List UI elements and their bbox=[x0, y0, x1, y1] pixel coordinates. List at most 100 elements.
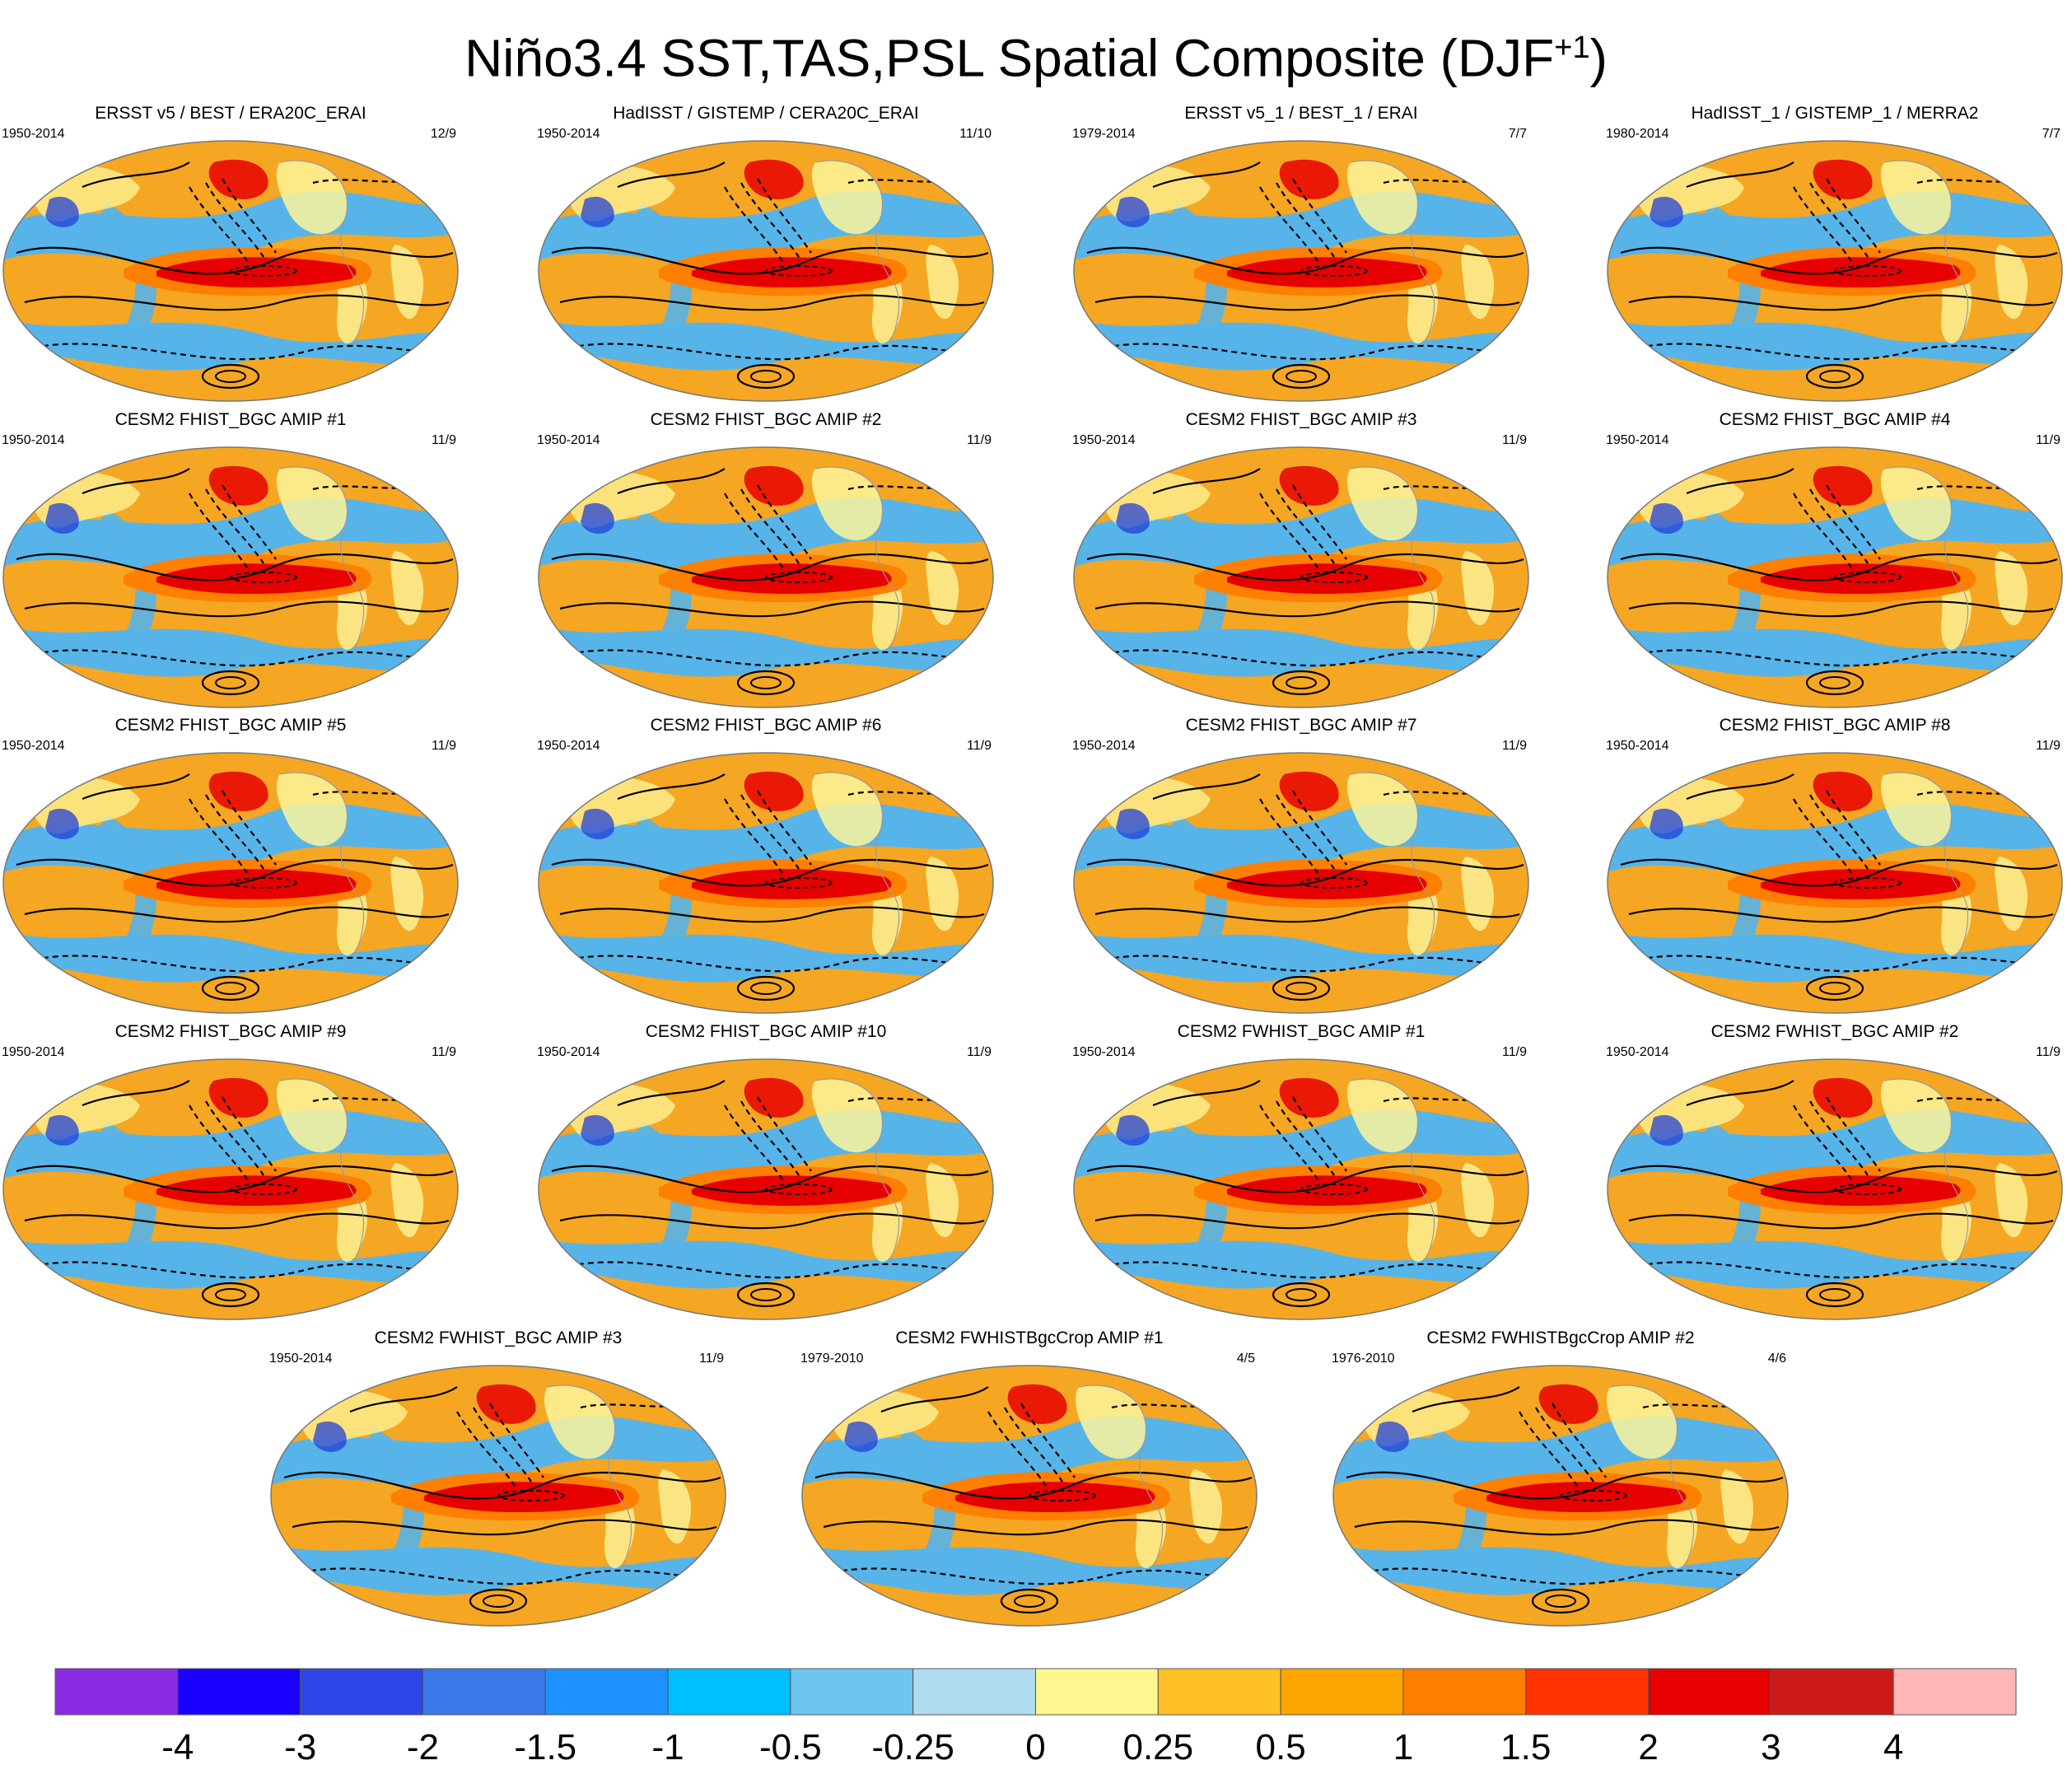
psl-contour-south-high-inner bbox=[750, 1288, 782, 1301]
psl-contour bbox=[1152, 161, 1261, 189]
panel-years: 1950-2014 bbox=[2, 1045, 65, 1059]
deep-cool-patch bbox=[1650, 1114, 1683, 1146]
coastline bbox=[547, 1384, 632, 1569]
enso-tongue-core bbox=[1227, 563, 1427, 595]
psl-contour-south-high bbox=[201, 1282, 260, 1308]
coastline bbox=[1078, 1384, 1164, 1569]
enso-tongue-core bbox=[424, 1482, 624, 1513]
cool-band-south bbox=[539, 319, 993, 371]
composite-map bbox=[1607, 140, 2063, 402]
cool-band-south bbox=[1074, 625, 1528, 677]
psl-contour bbox=[617, 161, 726, 189]
coastline bbox=[1883, 160, 1969, 344]
psl-contour bbox=[1686, 468, 1794, 495]
psl-contour-equator bbox=[230, 265, 297, 277]
land-africa bbox=[1461, 857, 1495, 932]
psl-contour-south-high bbox=[1805, 975, 1864, 1002]
panel-title: CESM2 FHIST_BGC AMIP #7 bbox=[1185, 716, 1417, 735]
psl-contour bbox=[1636, 955, 2050, 973]
psl-contour bbox=[283, 1471, 721, 1500]
psl-contour bbox=[1103, 955, 1516, 973]
panel-years: 1979-2014 bbox=[1072, 127, 1136, 141]
psl-contour bbox=[1259, 493, 1318, 568]
panel-title: HadISST_1 / GISTEMP_1 / MERRA2 bbox=[1691, 104, 1979, 123]
psl-contour bbox=[1809, 182, 1869, 258]
psl-contour bbox=[1346, 1471, 1784, 1500]
psl-contour bbox=[16, 553, 454, 581]
colorbar-label: -2 bbox=[407, 1727, 439, 1765]
coastline bbox=[1350, 772, 1435, 956]
psl-contour bbox=[1628, 600, 2054, 618]
enso-tongue-core bbox=[692, 257, 892, 288]
psl-contour bbox=[1636, 1261, 2050, 1279]
psl-contour bbox=[1259, 186, 1318, 262]
psl-contour bbox=[740, 794, 800, 870]
psl-contour-south-high bbox=[469, 1588, 528, 1614]
land-north-america bbox=[1606, 1385, 1678, 1459]
land-africa bbox=[1461, 1163, 1495, 1238]
psl-contour-south-high-inner bbox=[215, 982, 246, 995]
psl-contour bbox=[1636, 649, 2050, 667]
enso-tongue-core bbox=[1227, 257, 1427, 288]
land-africa bbox=[1461, 245, 1495, 320]
panel-title: CESM2 FHIST_BGC AMIP #8 bbox=[1719, 716, 1951, 735]
psl-contour bbox=[551, 858, 989, 887]
psl-contour-equator bbox=[1300, 877, 1368, 889]
psl-contour bbox=[724, 186, 783, 262]
map-outline bbox=[1607, 140, 2063, 402]
panel-count: 11/9 bbox=[967, 739, 992, 753]
panel-title: CESM2 FHIST_BGC AMIP #10 bbox=[645, 1022, 887, 1041]
panel-count: 11/10 bbox=[959, 127, 992, 141]
psl-contour-equator bbox=[1300, 265, 1368, 277]
panel-years: 1979-2010 bbox=[800, 1352, 864, 1366]
composite-map bbox=[2, 140, 459, 402]
panel-title: CESM2 FHIST_BGC AMIP #5 bbox=[114, 716, 347, 735]
psl-contour bbox=[1628, 294, 2054, 311]
psl-contour bbox=[1094, 294, 1520, 311]
panel-title: CESM2 FHIST_BGC AMIP #4 bbox=[1719, 410, 1951, 429]
north-warm-spot bbox=[1279, 771, 1339, 811]
psl-contour-south-high-inner bbox=[1286, 370, 1317, 383]
psl-contour bbox=[222, 484, 277, 560]
land-north-america bbox=[1880, 773, 1952, 847]
colorbar-label: 2 bbox=[1638, 1727, 1658, 1765]
psl-contour bbox=[567, 343, 981, 361]
map-outline bbox=[538, 1058, 994, 1320]
composite-map bbox=[2, 446, 459, 708]
psl-contour-south-high-inner bbox=[215, 370, 246, 383]
psl-contour-equator bbox=[1834, 265, 1902, 277]
psl-contour bbox=[559, 906, 985, 923]
psl-contour bbox=[1620, 246, 2058, 275]
psl-contour-south-high-inner bbox=[215, 676, 246, 689]
colorbar-label: -4 bbox=[161, 1727, 194, 1765]
cool-band-south bbox=[1608, 931, 2062, 983]
panel-count: 11/9 bbox=[699, 1352, 724, 1366]
cool-horseshoe-west bbox=[634, 815, 692, 960]
map-panel: CESM2 FWHISTBgcCrop AMIP #2 1976-2010 4/6 bbox=[1330, 1328, 1791, 1632]
figure-title: Niño3.4 SST,TAS,PSL Spatial Composite (D… bbox=[464, 28, 1608, 88]
map-outline bbox=[1073, 752, 1529, 1014]
cool-band-south bbox=[1074, 1237, 1528, 1289]
psl-contour bbox=[1086, 1165, 1524, 1193]
deep-cool-patch bbox=[45, 502, 79, 535]
psl-contour-equator bbox=[765, 265, 833, 277]
map-panel: HadISST / GISTEMP / CERA20C_ERAI 1950-201… bbox=[535, 103, 996, 408]
land-africa bbox=[390, 245, 424, 320]
psl-contour bbox=[1004, 1407, 1063, 1483]
colorbar-label: 0 bbox=[1025, 1727, 1045, 1765]
psl-contour-south-high bbox=[736, 1282, 796, 1308]
psl-contour bbox=[24, 294, 450, 311]
map-panel: CESM2 FWHIST_BGC AMIP #1 1950-2014 11/9 bbox=[1071, 1021, 1532, 1326]
psl-contour bbox=[757, 790, 812, 866]
panel-count: 11/9 bbox=[2036, 739, 2060, 753]
psl-contour-south-high-inner bbox=[483, 1595, 514, 1608]
land-north-america bbox=[1346, 161, 1418, 235]
cool-horseshoe-west bbox=[1169, 510, 1227, 654]
psl-contour-south-high bbox=[1805, 363, 1864, 390]
north-warm-spot bbox=[208, 1077, 268, 1118]
land-north-america bbox=[1880, 467, 1952, 541]
cool-horseshoe-west bbox=[99, 815, 156, 960]
psl-contour bbox=[24, 1212, 450, 1230]
enso-tongue-core bbox=[1486, 1482, 1687, 1513]
psl-contour bbox=[1259, 1104, 1318, 1180]
